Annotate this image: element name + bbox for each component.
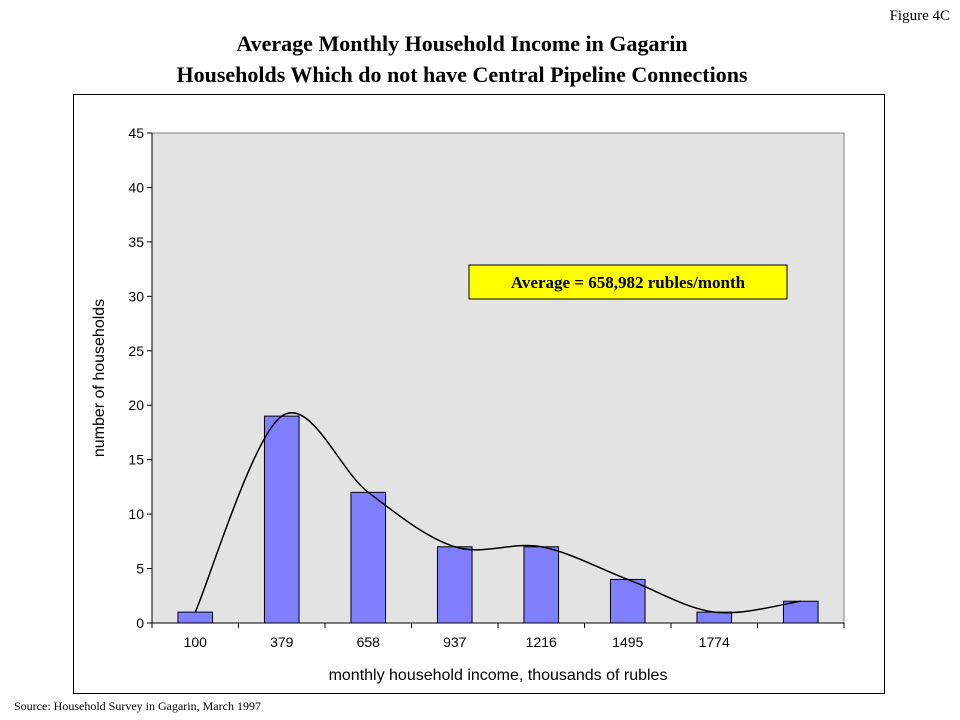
x-tick-label: 379 (270, 634, 294, 650)
chart-title: Average Monthly Household Income in Gaga… (0, 28, 924, 90)
y-tick-label: 40 (128, 179, 144, 195)
x-tick-label: 100 (184, 634, 208, 650)
y-tick-label: 5 (136, 561, 144, 577)
y-tick-label: 10 (128, 506, 144, 522)
x-tick-label: 937 (443, 634, 467, 650)
x-tick-label: 1495 (612, 634, 643, 650)
chart-svg: 0 5 10 15 20 25 30 35 40 45 100 379 658 937 1216 1495 17… (91, 125, 845, 684)
x-axis-title: monthly household income, thousands of r… (329, 667, 668, 684)
y-tick-label: 0 (136, 615, 144, 631)
bar (609, 578, 646, 624)
y-tick-label: 35 (128, 234, 144, 250)
x-tick-label: 658 (357, 634, 381, 650)
bar (782, 600, 819, 624)
figure-label: Figure 4C (889, 8, 950, 24)
chart-title-line-1: Average Monthly Household Income in Gaga… (236, 31, 688, 56)
y-tick-label: 45 (128, 125, 144, 141)
y-tick-label: 20 (128, 397, 144, 413)
y-tick-label: 30 (128, 288, 144, 304)
x-tick-label: 1216 (526, 634, 557, 650)
annotation-text: Average = 658,982 rubles/month (511, 273, 746, 292)
plot-area (151, 132, 845, 624)
x-tick-label: 1774 (699, 634, 730, 650)
y-tick-label: 25 (128, 343, 144, 359)
y-tick-label: 15 (128, 452, 144, 468)
source-note: Source: Household Survey in Gagarin, Mar… (14, 699, 261, 713)
chart-title-line-2: Households Which do not have Central Pip… (176, 62, 748, 87)
bar (436, 546, 473, 624)
bar (177, 611, 214, 624)
bar (523, 546, 560, 624)
bar (696, 611, 733, 624)
y-axis-title: number of households (91, 299, 108, 457)
bar (350, 491, 387, 624)
trend-curve (194, 412, 801, 614)
annotation-box (468, 264, 788, 300)
chart-frame: 0 5 10 15 20 25 30 35 40 45 100 379 658 937 1216 1495 17… (73, 94, 885, 694)
bar (263, 415, 300, 624)
